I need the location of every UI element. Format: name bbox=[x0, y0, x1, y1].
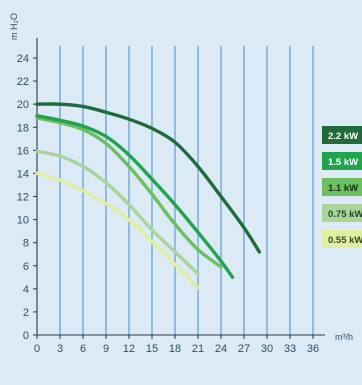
legend-label: 0.75 kW bbox=[328, 209, 362, 220]
legend-label: 0.55 kW bbox=[328, 235, 362, 246]
x-tick-label: 24 bbox=[215, 343, 227, 355]
y-tick-label: 24 bbox=[17, 53, 29, 65]
x-tick-label: 36 bbox=[307, 343, 319, 355]
series-lines bbox=[35, 102, 262, 290]
x-tick-label: 6 bbox=[80, 343, 86, 355]
y-tick-label: 10 bbox=[17, 215, 29, 227]
y-axis-label: m H₂O bbox=[9, 13, 19, 40]
x-tick-label: 12 bbox=[123, 343, 135, 355]
x-tick-label: 30 bbox=[261, 343, 273, 355]
y-tick-label: 8 bbox=[23, 238, 29, 250]
series-line bbox=[35, 114, 235, 279]
x-tick-label: 27 bbox=[238, 343, 250, 355]
legend-swatch bbox=[322, 178, 362, 196]
y-tick-label: 22 bbox=[17, 76, 29, 88]
legend-label: 1.5 kW bbox=[328, 157, 358, 168]
grid bbox=[59, 46, 314, 335]
x-tick-label: 0 bbox=[34, 343, 40, 355]
x-tick-label: 3 bbox=[57, 343, 63, 355]
y-tick-label: 14 bbox=[17, 168, 29, 180]
legend-item: 1.5 kW bbox=[322, 152, 362, 170]
y-tick-label: 18 bbox=[17, 122, 29, 134]
legend-swatch bbox=[322, 126, 362, 144]
y-tick-label: 4 bbox=[23, 284, 29, 296]
legend-item: 1.1 kW bbox=[322, 178, 362, 196]
series-line bbox=[35, 116, 223, 269]
x-tick-label: 9 bbox=[103, 343, 109, 355]
x-tick-label: 33 bbox=[284, 343, 296, 355]
legend-label: 1.1 kW bbox=[328, 183, 358, 194]
y-tick-label: 20 bbox=[17, 99, 29, 111]
y-tick-label: 12 bbox=[17, 192, 29, 204]
legend-swatch bbox=[322, 204, 362, 222]
y-tick-label: 0 bbox=[23, 330, 29, 342]
y-tick-label: 6 bbox=[23, 261, 29, 273]
legend-swatch bbox=[322, 152, 362, 170]
x-tick-label: 15 bbox=[146, 343, 158, 355]
legend-item: 0.55 kW bbox=[322, 230, 362, 248]
legend-swatch bbox=[322, 230, 362, 248]
series-line bbox=[35, 102, 262, 254]
y-tick-label: 16 bbox=[17, 145, 29, 157]
legend: 2.2 kW 1.5 kW 1.1 kW 0.75 kW 0.55 kW bbox=[322, 126, 362, 248]
x-axis-label: m³/h bbox=[335, 332, 353, 342]
legend-label: 2.2 kW bbox=[328, 131, 358, 142]
legend-item: 0.75 kW bbox=[322, 204, 362, 222]
series-line bbox=[35, 149, 200, 276]
x-tick-label: 18 bbox=[169, 343, 181, 355]
y-tick-label: 2 bbox=[23, 307, 29, 319]
series-line bbox=[35, 171, 200, 290]
legend-item: 2.2 kW bbox=[322, 126, 362, 144]
x-tick-label: 21 bbox=[192, 343, 204, 355]
